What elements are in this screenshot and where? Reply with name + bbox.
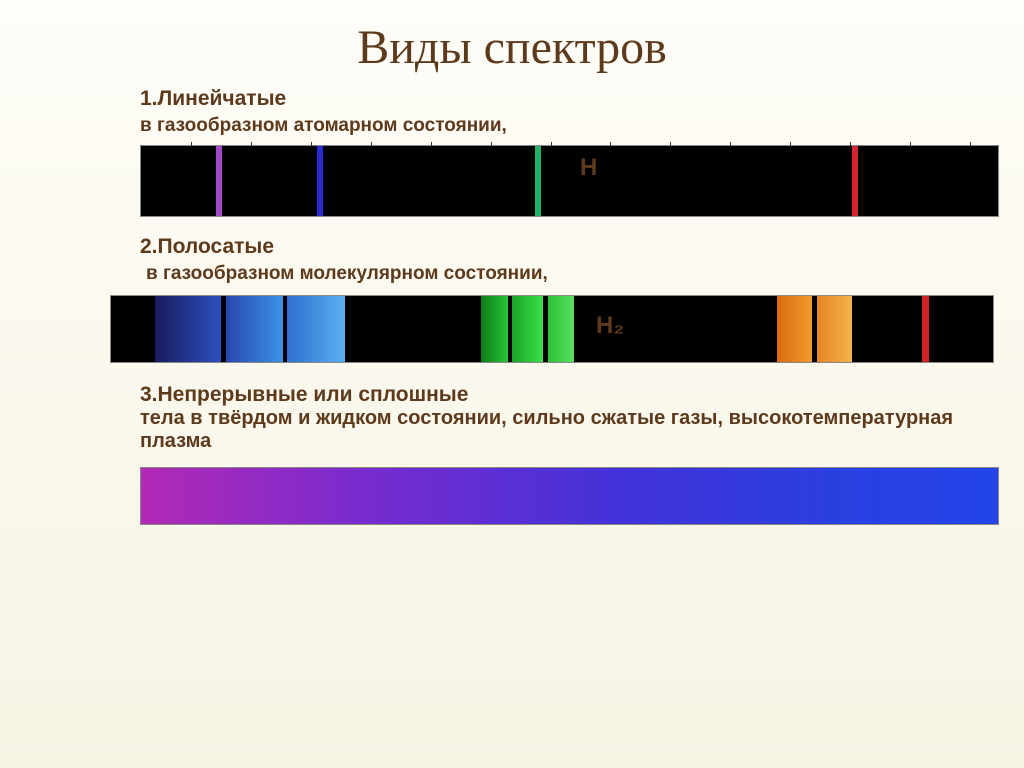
content-area-2: 3.Непрерывные или сплошные тела в твёрдо… [140,383,999,525]
spectrum-tick [371,142,372,146]
spectrum-tick [850,142,851,146]
spectral-band [508,296,512,362]
section3-subtitle: тела в твёрдом и жидком состоянии, сильн… [140,407,999,453]
slide-spectra: Виды спектров 1.Линейчатые в газообразно… [0,0,1024,768]
element-label-h2: Н₂ [596,312,624,340]
spectral-band [287,296,344,362]
spectral-band [777,296,812,362]
section2-spectrum-wrap [110,295,994,363]
continuous-spectrum [140,467,999,525]
spectral-band [812,296,816,362]
section1-spectrum-wrap [140,145,999,217]
spectral-band [283,296,287,362]
spectrum-tick [491,142,492,146]
spectral-band [548,296,574,362]
spectrum-tick [251,142,252,146]
spectrum-tick [910,142,911,146]
spectrum-tick [970,142,971,146]
spectral-band [512,296,543,362]
section1-heading: 1.Линейчатые [140,87,999,111]
spectral-band [481,296,507,362]
section3-heading: 3.Непрерывные или сплошные [140,383,999,407]
spectral-band [543,296,547,362]
spectral-line [535,146,541,216]
spectrum-tick [311,142,312,146]
spectral-band [922,296,929,362]
section2-subtitle: в газообразном молекулярном состоянии, [146,263,999,285]
spectrum-tick [191,142,192,146]
band-spectrum [110,295,994,363]
line-spectrum [140,145,999,217]
spectrum-tick [730,142,731,146]
content-area: 1.Линейчатые в газообразном атомарном со… [140,87,999,285]
spectrum-tick [551,142,552,146]
spectrum-tick [431,142,432,146]
section2-heading: 2.Полосатые [140,235,999,259]
spectral-band [226,296,283,362]
spectral-line [852,146,858,216]
spectrum-tick [670,142,671,146]
section1-subtitle: в газообразном атомарном состоянии, [140,115,999,137]
spectrum-tick [610,142,611,146]
spectral-band [155,296,221,362]
element-label-h: Н [580,154,597,182]
spectral-band [817,296,852,362]
spectrum-tick [790,142,791,146]
spectral-line [216,146,222,216]
spectral-band [221,296,225,362]
spectral-line [317,146,323,216]
slide-title: Виды спектров [0,20,1024,75]
